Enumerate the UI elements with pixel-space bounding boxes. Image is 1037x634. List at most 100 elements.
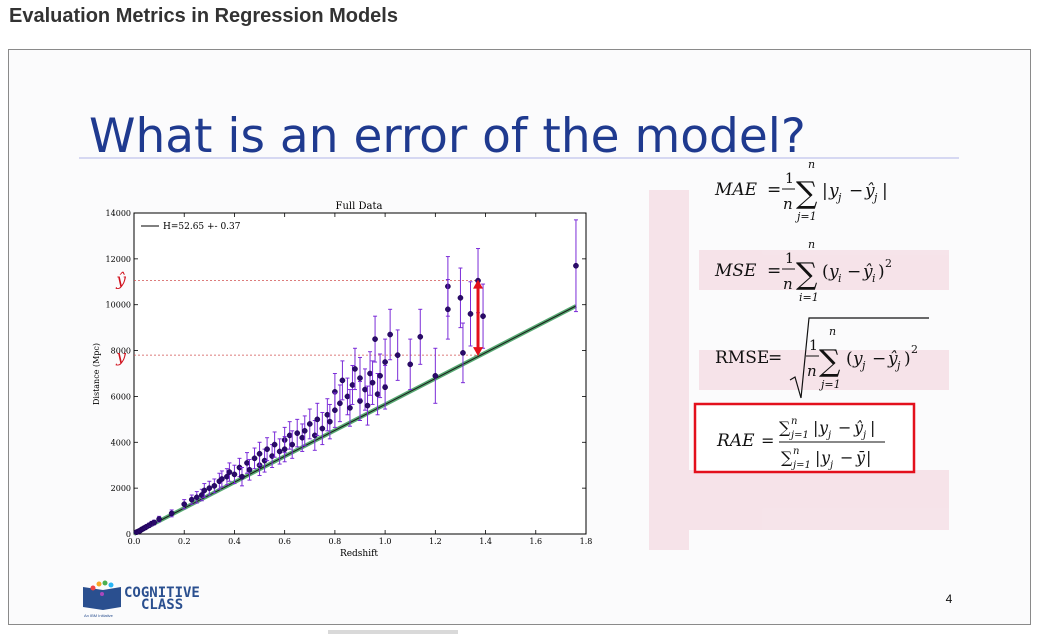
chart-xlabel: Redshift <box>340 549 378 559</box>
books-icon <box>83 580 121 610</box>
error-arrow-head-top <box>473 279 484 289</box>
formula-mae-rhs: = 1 n n ∑ j=1 | y j − ŷ j | <box>767 153 888 225</box>
formula-rae-name: RAE <box>716 431 755 451</box>
y-tick-label: 6000 <box>111 392 131 401</box>
data-point <box>286 432 293 439</box>
data-point <box>281 446 288 453</box>
data-point <box>460 350 466 356</box>
data-point <box>314 416 321 423</box>
formula-rmse-eq: = <box>768 348 782 368</box>
x-tick-label: 0.4 <box>228 537 241 546</box>
x-tick-label: 1.2 <box>429 537 442 546</box>
data-point <box>306 421 313 427</box>
rae-highlight-box <box>693 402 916 474</box>
data-point <box>357 375 363 381</box>
sqrt-sign <box>789 317 929 399</box>
data-point <box>299 434 306 441</box>
data-point <box>319 425 326 432</box>
chart-ylabel: Distance (Mpc) <box>92 343 101 405</box>
data-point <box>251 455 258 462</box>
data-point <box>364 402 371 409</box>
scatter-chart: Full Data Redshift Distance (Mpc) 0.0 0.2… <box>92 201 592 559</box>
data-point <box>337 400 343 407</box>
cognitive-class-logo: COGNITIVE CLASS An IBM Initiative <box>83 580 200 618</box>
data-point <box>206 485 213 491</box>
slide-page-number: 4 <box>946 592 953 606</box>
data-point <box>301 427 308 434</box>
data-point <box>246 466 253 473</box>
data-point <box>382 384 388 391</box>
data-point <box>467 311 474 317</box>
data-point <box>445 306 451 313</box>
data-point <box>362 386 368 393</box>
error-arrow-head-bottom <box>473 347 484 357</box>
data-point <box>188 496 195 503</box>
formula-mse-rhs: = 1 n n ∑ i=1 ( y i − ŷ i ) 2 <box>767 233 892 306</box>
data-point <box>374 391 381 397</box>
data-point <box>264 446 270 453</box>
y-hat-label: ŷ <box>115 271 126 291</box>
slide-heading: What is an error of the model? <box>89 109 806 164</box>
formula-rmse: RMSE = 1 n n ∑ j=1 ( y j − ŷ j ) 2 <box>715 317 929 399</box>
slide-viewer[interactable]: What is an error of the model? Full Data… <box>8 49 1031 625</box>
formula-mse: MSE = 1 n n ∑ i=1 ( y i − ŷ i ) 2 <box>714 233 892 306</box>
y-label: y <box>115 347 126 367</box>
formula-mae-name: MAE <box>714 180 758 200</box>
data-point <box>219 476 225 482</box>
data-point <box>387 331 393 338</box>
x-tick-label: 0.0 <box>128 537 141 546</box>
data-point <box>289 441 296 448</box>
data-point <box>239 473 245 480</box>
data-point <box>224 473 230 480</box>
legend-label: H=52.65 +- 0.37 <box>163 222 241 232</box>
data-point <box>294 430 301 436</box>
data-point <box>151 519 157 526</box>
logo-tagline: An IBM Initiative <box>84 613 114 618</box>
page-title: Evaluation Metrics in Regression Models <box>9 5 398 27</box>
data-point <box>417 333 424 340</box>
formula-rmse-rhs: 1 n n ∑ j=1 ( y j − ŷ j ) 2 <box>807 320 918 393</box>
logo-line1: COGNITIVE <box>124 585 200 601</box>
x-tick-label: 1.6 <box>529 537 542 546</box>
data-point <box>372 336 378 342</box>
data-point <box>327 418 333 425</box>
data-point <box>432 372 439 379</box>
logo-line2: CLASS <box>141 597 183 613</box>
data-point <box>271 441 278 448</box>
data-point <box>382 359 388 365</box>
data-point <box>201 487 208 494</box>
formula-rmse-name: RMSE <box>715 348 769 368</box>
x-tick-label: 0.2 <box>178 537 191 546</box>
data-point <box>269 453 275 459</box>
data-point <box>573 262 579 269</box>
data-point <box>231 471 238 478</box>
data-point <box>168 510 175 517</box>
data-point <box>244 460 250 466</box>
data-point <box>344 393 351 400</box>
y-tick-label: 4000 <box>111 438 131 447</box>
y-tick-label: 0 <box>126 530 131 539</box>
data-point <box>276 448 283 455</box>
data-point <box>377 372 383 379</box>
formula-mae: MAE = 1 n n ∑ j=1 | y j − ŷ j | <box>714 153 888 225</box>
x-tick-label: 1.4 <box>479 537 492 546</box>
y-tick-label: 12000 <box>106 255 131 264</box>
data-point <box>211 483 218 489</box>
data-point <box>347 405 353 411</box>
data-point <box>226 469 233 475</box>
y-tick-label: 2000 <box>111 484 131 493</box>
data-point <box>367 370 373 377</box>
data-point <box>181 501 188 508</box>
chart-title: Full Data <box>336 201 383 212</box>
data-point <box>369 379 376 386</box>
background-watermark <box>649 190 949 550</box>
data-point <box>156 516 162 522</box>
data-point <box>457 294 464 301</box>
x-tick-label: 1.8 <box>580 537 593 546</box>
y-tick-label: 10000 <box>106 301 131 310</box>
formula-rae: RAE = ∑ n j=1 | y j − ŷ j | ∑ n j=1 | y … <box>693 402 916 474</box>
data-point <box>407 361 414 368</box>
x-tick-label: 0.8 <box>329 537 342 546</box>
data-point <box>332 407 338 414</box>
fit-line <box>133 305 577 535</box>
